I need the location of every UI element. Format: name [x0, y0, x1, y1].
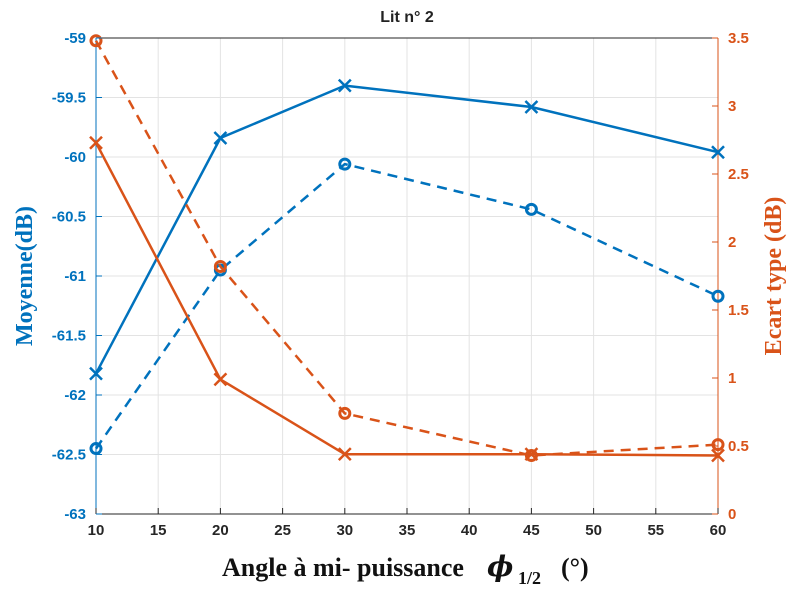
x-axis-label-main: Angle à mi- puissance	[222, 553, 464, 582]
x-tick-label: 45	[523, 522, 540, 539]
data-point-x-marker	[213, 372, 228, 387]
x-axis-label-subscript: 1/2	[518, 568, 541, 588]
x-tick-label: 30	[336, 522, 353, 539]
y-left-tick-label: -62	[64, 387, 86, 404]
data-point-circle-marker	[711, 289, 725, 303]
y-right-tick-label: 0.5	[728, 438, 749, 455]
data-point-x-marker	[524, 100, 539, 114]
x-tick-label: 15	[150, 522, 167, 539]
x-tick-label: 50	[585, 522, 602, 539]
data-point-circle-marker	[338, 406, 352, 420]
ticks-layer: 10 15 20 25 30 35 40 45 50 55 60-59-59.5-60-60.5-6…	[52, 30, 749, 539]
y-axis-left-label: Moyenne(dB)	[12, 206, 38, 346]
x-axis-label-symbol: ϕ	[487, 550, 513, 583]
y-left-tick-label: -60.5	[52, 209, 86, 226]
x-tick-label: 20	[212, 522, 229, 539]
data-point-circle-marker	[338, 157, 352, 171]
data-point-x-marker	[711, 145, 725, 160]
y-left-tick-label: -59	[64, 30, 86, 47]
y-left-tick-label: -63	[64, 506, 86, 523]
y-right-tick-label: 0	[728, 506, 736, 523]
series-4	[89, 34, 725, 463]
series-1	[89, 78, 725, 381]
y-left-tick-label: -60	[64, 149, 86, 166]
series-layer	[89, 34, 725, 463]
x-axis-label-unit: (°)	[561, 553, 589, 582]
y-right-tick-label: 2.5	[728, 166, 749, 183]
x-tick-label: 10	[88, 522, 105, 539]
x-tick-label: 60	[710, 522, 727, 539]
y-left-tick-label: -61	[64, 268, 86, 285]
y-left-tick-label: -61.5	[52, 328, 86, 345]
data-point-x-marker	[337, 447, 352, 462]
y-left-tick-label: -59.5	[52, 90, 86, 107]
y-right-tick-label: 2	[728, 234, 736, 251]
y-left-tick-label: -62.5	[52, 447, 86, 464]
data-point-circle-marker	[89, 34, 103, 48]
data-point-x-marker	[89, 135, 103, 150]
data-point-circle-marker	[524, 449, 538, 463]
y-axis-right-label: Ecart type (dB)	[761, 197, 787, 356]
x-tick-label: 55	[647, 522, 664, 539]
chart-title: Lit n° 2	[380, 9, 434, 26]
x-tick-label: 25	[274, 522, 291, 539]
y-right-tick-label: 3	[728, 98, 736, 115]
series-line	[94, 162, 719, 450]
series-3	[89, 135, 725, 463]
data-point-circle-marker	[711, 438, 725, 452]
data-point-x-marker	[213, 131, 228, 145]
data-point-x-marker	[89, 366, 103, 381]
data-point-circle-marker	[213, 259, 227, 273]
y-right-tick-label: 1.5	[728, 302, 749, 319]
data-point-circle-marker	[524, 202, 538, 216]
x-tick-label: 40	[461, 522, 478, 539]
data-point-x-marker	[337, 78, 352, 93]
y-right-tick-label: 3.5	[728, 30, 749, 47]
y-right-tick-label: 1	[728, 370, 736, 387]
data-point-x-marker	[711, 448, 725, 463]
x-tick-label: 35	[399, 522, 416, 539]
x-axis-label: Angle à mi- puissance ϕ 1/2 (°)	[222, 550, 589, 588]
data-point-circle-marker	[89, 442, 103, 456]
series-line	[94, 40, 719, 457]
